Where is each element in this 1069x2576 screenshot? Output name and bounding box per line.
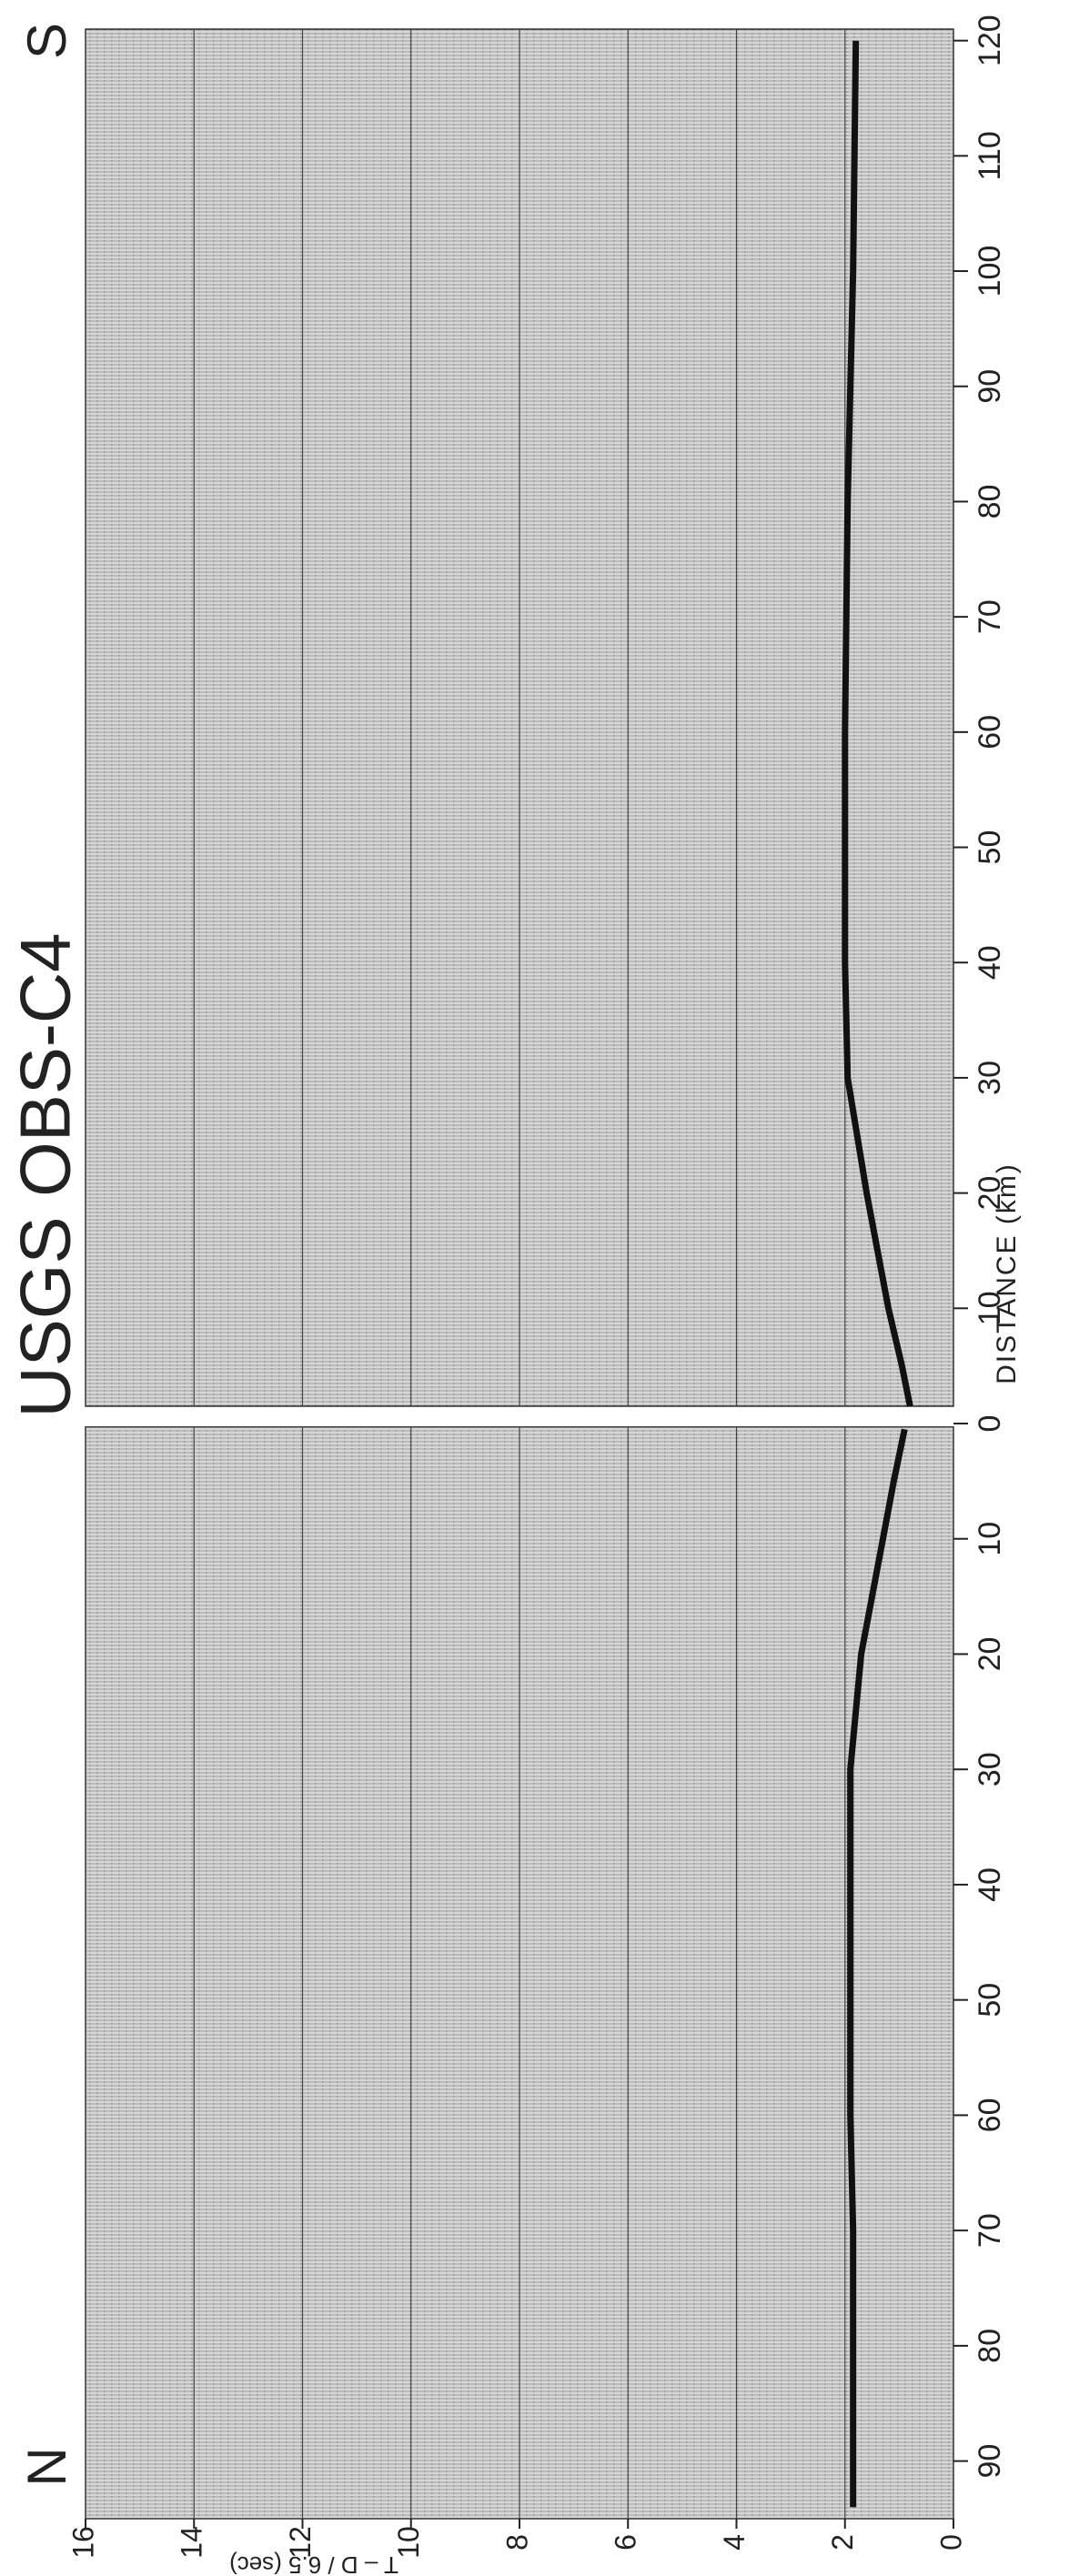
x-tick-label: 10 xyxy=(973,1291,1007,1325)
y-tick-label: 4 xyxy=(718,2534,751,2551)
x-tick-label: 70 xyxy=(973,2213,1007,2248)
x-tick-label: 60 xyxy=(973,715,1007,750)
direction-label: N xyxy=(16,2447,77,2486)
chart-title: USGS OBS-C4 xyxy=(5,932,86,1417)
x-tick-label: 80 xyxy=(973,2329,1007,2363)
y-tick-label: 8 xyxy=(500,2534,533,2551)
x-tick-label: 60 xyxy=(973,2098,1007,2133)
x-tick-label: 110 xyxy=(973,131,1007,180)
y-axis-label: T – D / 6.5 (sec) xyxy=(229,2551,398,2576)
x-tick-label: 20 xyxy=(973,1637,1007,1672)
x-tick-label: 90 xyxy=(973,2444,1007,2479)
y-tick-label: 0 xyxy=(934,2534,967,2551)
x-tick-label: 80 xyxy=(973,485,1007,519)
y-tick-label: 16 xyxy=(66,2526,99,2559)
x-tick-label: 50 xyxy=(973,1983,1007,2018)
x-tick-label: 30 xyxy=(973,1061,1007,1095)
y-tick-label: 2 xyxy=(826,2534,859,2551)
x-axis-label: DISTANCE (km) xyxy=(992,1162,1022,1384)
y-tick-label: 6 xyxy=(610,2534,642,2551)
x-tick-label: 30 xyxy=(973,1752,1007,1786)
x-tick-label: 70 xyxy=(973,599,1007,634)
x-tick-label: 0 xyxy=(973,1415,1007,1433)
direction-label: S xyxy=(16,23,77,59)
x-tick-label: 90 xyxy=(973,369,1007,404)
x-tick-label: 120 xyxy=(973,15,1007,66)
y-tick-label: 14 xyxy=(176,2526,208,2559)
x-tick-label: 40 xyxy=(973,945,1007,980)
x-tick-label: 40 xyxy=(973,1867,1007,1902)
x-tick-label: 10 xyxy=(973,1522,1007,1556)
y-tick-label: 10 xyxy=(392,2526,425,2559)
x-tick-label: 20 xyxy=(973,1176,1007,1211)
x-tick-label: 50 xyxy=(973,830,1007,865)
y-tick-label: 12 xyxy=(284,2526,317,2559)
first-arrival xyxy=(842,40,913,1407)
x-tick-label: 100 xyxy=(973,246,1007,297)
first-arrival xyxy=(847,1428,908,2508)
